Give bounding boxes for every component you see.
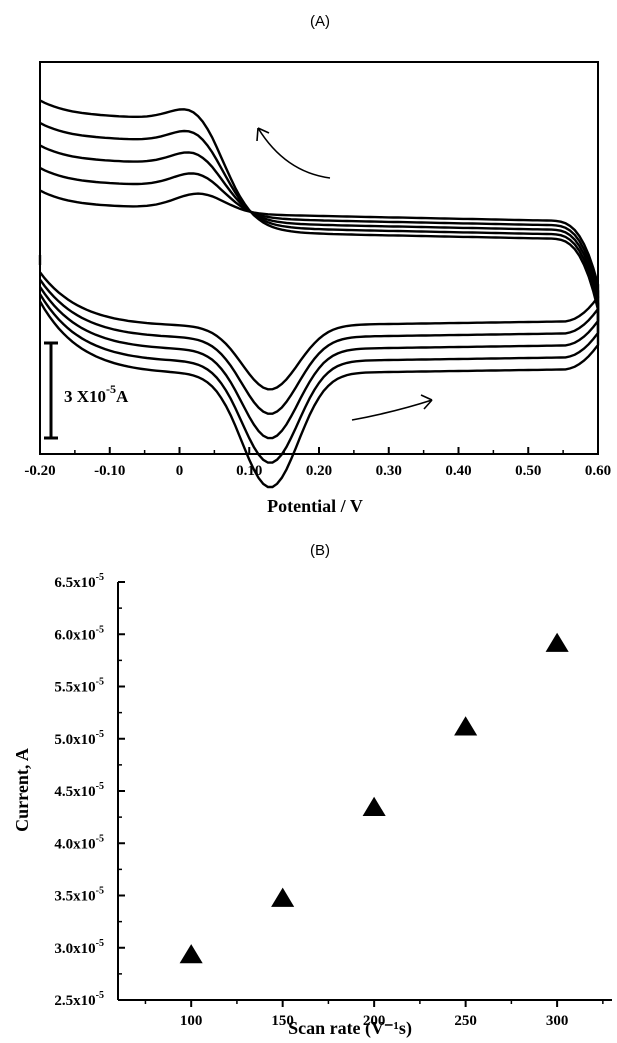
chart-b-y-ticks: 2.5x10-5 3.0x10-5 3.5x10-5 4.0x10-5 4.5x10-5… [54, 572, 125, 1009]
panel-b-label: (B) [310, 542, 330, 559]
chart-a-x-tick-label: 0.40 [445, 463, 471, 479]
chart-b-y-tick-label: 6.0x10-5 [54, 624, 104, 643]
chart-a-x-tick-label: -0.10 [94, 463, 125, 479]
chart-a-x-tick-label: 0.60 [585, 463, 611, 479]
chart-b-y-tick-label: 2.5x10-5 [54, 990, 104, 1009]
cv-curve-5 [39, 189, 600, 391]
chart-b-x-tick-label: 100 [180, 1013, 203, 1029]
scale-bar-label: 3 X10-5A [64, 382, 129, 406]
chart-b-y-tick-label: 3.0x10-5 [54, 938, 104, 957]
chart-b: 2.5x10-5 3.0x10-5 3.5x10-5 4.0x10-5 4.5x10-5… [12, 572, 612, 1039]
chart-b-x-tick-label: 150 [271, 1013, 294, 1029]
data-point [454, 716, 478, 736]
chart-a-x-axis-title: Potential / V [267, 496, 363, 516]
scale-bar: 3 X10-5A [44, 341, 129, 440]
chart-a-x-tick-label: -0.20 [24, 463, 55, 479]
chart-a-x-tick-label: 0 [176, 463, 184, 479]
chart-a-x-ticks: -0.20 -0.10 0 0.10 0.20 0.30 0.40 0.50 0.60 [24, 447, 611, 479]
data-point [179, 944, 203, 964]
scale-bar-label-exp: -5 [106, 382, 116, 396]
data-point [545, 632, 569, 652]
chart-b-y-axis-title: Current, A [12, 748, 32, 832]
chart-a: -0.20 -0.10 0 0.10 0.20 0.30 0.40 0.50 0.60 Pote… [24, 61, 611, 516]
panel-a-label: (A) [310, 13, 330, 30]
chart-a-curves [38, 99, 600, 489]
chart-b-x-tick-label: 300 [546, 1013, 569, 1029]
chart-b-y-tick-label: 5.0x10-5 [54, 729, 104, 748]
chart-b-x-axis-title: Scan rate (V⁻¹s) [288, 1018, 412, 1039]
chart-a-x-tick-label: 0.50 [515, 463, 541, 479]
scan-direction-arrow-forward [351, 394, 433, 421]
cv-curve-1 [38, 99, 600, 489]
chart-b-y-tick-label: 5.5x10-5 [54, 677, 104, 696]
scan-direction-arrow-reverse [256, 127, 331, 179]
chart-b-x-ticks: 100 150 200 250 300 [144, 1000, 604, 1029]
chart-b-y-tick-label: 3.5x10-5 [54, 886, 104, 905]
chart-a-x-tick-label: 0.20 [306, 463, 332, 479]
scale-bar-label-unit: A [116, 387, 129, 406]
chart-b-y-tick-label: 4.0x10-5 [54, 833, 104, 852]
chart-b-x-tick-label: 200 [363, 1013, 386, 1029]
cv-curve-2 [38, 121, 600, 464]
chart-a-x-tick-label: 0.30 [376, 463, 402, 479]
cv-curve-4 [39, 166, 600, 415]
data-point [271, 887, 295, 907]
chart-b-y-tick-label: 4.5x10-5 [54, 781, 104, 800]
data-point [362, 796, 386, 816]
chart-b-points [179, 632, 569, 964]
scale-bar-label-main: 3 X10 [64, 387, 106, 406]
chart-b-y-tick-label: 6.5x10-5 [54, 572, 104, 591]
chart-b-x-tick-label: 250 [454, 1013, 477, 1029]
